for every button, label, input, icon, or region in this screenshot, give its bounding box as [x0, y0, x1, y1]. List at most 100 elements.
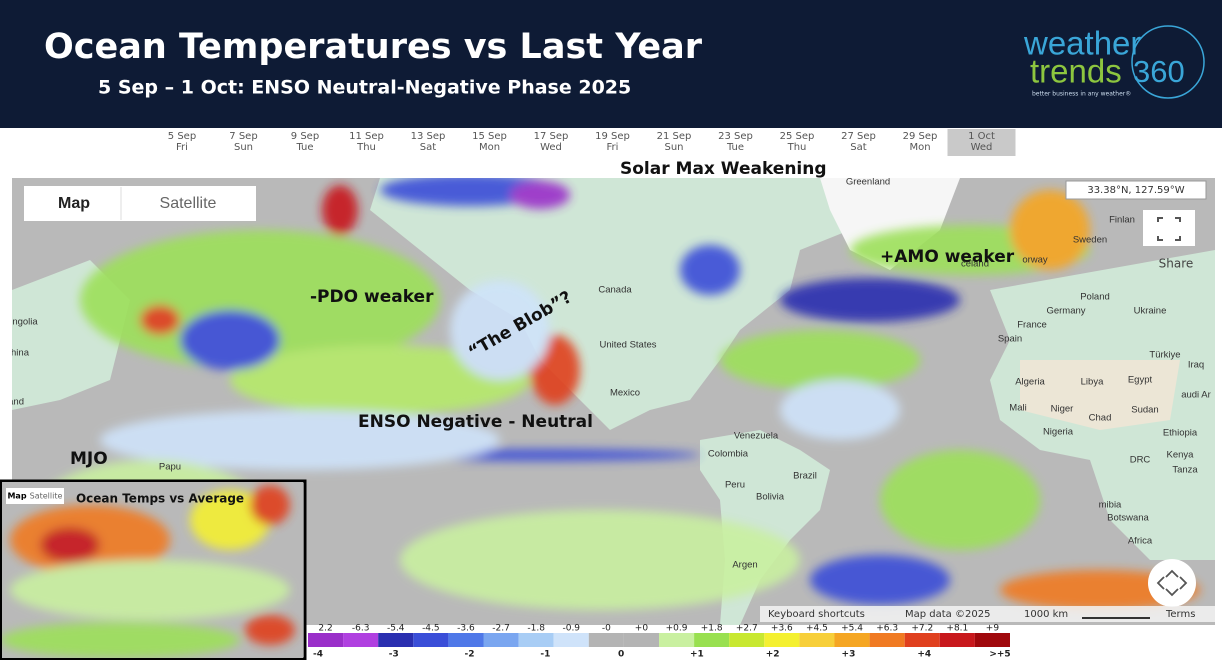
place-label: Niger — [1051, 404, 1074, 415]
map-type-control[interactable] — [24, 186, 256, 221]
day-label: Sat — [420, 142, 436, 153]
legend-top-label: -6.3 — [352, 624, 370, 634]
date-label[interactable]: 5 Sep — [168, 131, 196, 142]
date-label[interactable]: 7 Sep — [229, 131, 257, 142]
annotation: +AMO weaker — [880, 247, 1015, 267]
place-label: celand — [961, 259, 989, 270]
logo-tagline: better business in any weather® — [1032, 91, 1131, 98]
date-label[interactable]: 21 Sep — [657, 131, 692, 142]
legend-swatch — [974, 633, 1010, 647]
coordinates: 33.38°N, 127.59°W — [1087, 185, 1184, 196]
date-label[interactable]: 17 Sep — [534, 131, 569, 142]
place-label: orway — [1022, 255, 1048, 266]
legend-swatch — [308, 633, 344, 647]
place-label: Tanza — [1172, 465, 1198, 476]
place-label: Botswana — [1107, 513, 1149, 524]
legend-swatch — [764, 633, 800, 647]
satellite-tab[interactable]: Satellite — [160, 195, 217, 212]
place-labels: Greenland Finlan celand Sweden orway Canada Po… — [6, 178, 1211, 571]
logo-number: 360 — [1133, 54, 1185, 89]
footer-link[interactable]: Terms — [1165, 609, 1195, 620]
legend-bottom-label: -1 — [540, 650, 550, 660]
place-label: Poland — [1080, 292, 1110, 303]
logo-word: weather — [1023, 25, 1141, 62]
day-label: Thu — [356, 142, 376, 153]
timeline-bg — [0, 128, 1222, 162]
desert — [1020, 360, 1180, 430]
place-label: Spain — [998, 334, 1022, 345]
place-label: Brazil — [793, 471, 817, 482]
legend-top-label: +7.2 — [911, 624, 933, 634]
date-label[interactable]: 1 Oct — [968, 131, 995, 142]
inset-tab: Map — [7, 492, 26, 501]
footer-link[interactable]: Keyboard shortcuts — [768, 609, 865, 620]
date-label[interactable]: 13 Sep — [411, 131, 446, 142]
legend-bottom-label: +4 — [917, 650, 931, 660]
legend-swatch — [834, 633, 870, 647]
place-label: Colombia — [708, 449, 749, 460]
annotation: MJO — [70, 449, 108, 469]
place-label: Sweden — [1073, 235, 1107, 246]
place-label: Canada — [598, 285, 632, 296]
legend-bottom-label: -3 — [389, 650, 399, 660]
pan-icon — [1156, 569, 1188, 597]
footer-text: Map data ©2025 — [905, 609, 990, 620]
place-label: mibia — [1099, 500, 1122, 511]
date-label[interactable]: 23 Sep — [718, 131, 753, 142]
date-label[interactable]: 9 Sep — [291, 131, 319, 142]
date-label[interactable]: 29 Sep — [903, 131, 938, 142]
date-label[interactable]: 27 Sep — [841, 131, 876, 142]
legend-top-label: +3.6 — [771, 624, 793, 634]
place-label: Finlan — [1109, 215, 1135, 226]
date-label[interactable]: 19 Sep — [595, 131, 630, 142]
title: Ocean Temperatures vs Last Year — [44, 27, 703, 67]
legend-swatch — [904, 633, 940, 647]
day-label: Sun — [234, 142, 253, 153]
place-label: Kenya — [1167, 450, 1195, 461]
legend-top-label: +9 — [986, 624, 1000, 634]
day-label: Fri — [607, 142, 619, 153]
legend-bottom-label: -2 — [465, 650, 475, 660]
legend-swatch — [518, 633, 554, 647]
legend-top-label: -0 — [602, 624, 611, 634]
annotation: Solar Max Weakening — [620, 159, 827, 179]
legend-top-label: +8.1 — [946, 624, 968, 634]
day-label: Mon — [909, 142, 930, 153]
legend-top-label: +6.3 — [876, 624, 898, 634]
legend-top-label: +5.4 — [841, 624, 863, 634]
legend-swatch — [869, 633, 905, 647]
place-label: Mexico — [610, 388, 640, 399]
legend-bottom-label: +2 — [766, 650, 780, 660]
day-label: Mon — [479, 142, 500, 153]
place-label: Ethiopia — [1163, 428, 1198, 439]
logo: weather trends 360 better business in an… — [1023, 25, 1205, 99]
inset-title: Ocean Temps vs Average — [76, 492, 244, 506]
place-label: Chad — [1089, 413, 1112, 424]
share-button[interactable]: Share — [1159, 257, 1194, 271]
legend-top-label: +2.7 — [736, 624, 758, 634]
legend-swatch — [448, 633, 484, 647]
fullscreen-button[interactable] — [1143, 210, 1195, 246]
place-label: Africa — [1128, 536, 1153, 547]
place-label: audi Ar — [1181, 390, 1211, 401]
scale-label: 1000 km — [1024, 609, 1068, 620]
legend-swatch — [623, 633, 659, 647]
place-label: ngolia — [12, 317, 38, 328]
legend: 2.2 -6.3 -5.4 -4.5 -3.6 -2.7 -1.8 -0.9 -0 +0 +0.9 +… — [308, 624, 1011, 660]
date-label[interactable]: 25 Sep — [780, 131, 815, 142]
date-label[interactable]: 15 Sep — [472, 131, 507, 142]
legend-top-label: +0.9 — [666, 624, 688, 634]
date-label[interactable]: 11 Sep — [349, 131, 384, 142]
legend-top-label: -0.9 — [562, 624, 580, 634]
place-label: Bolivia — [756, 492, 785, 503]
place-label: land — [6, 397, 24, 408]
map-tab[interactable]: Map — [58, 195, 90, 212]
pan-control[interactable] — [1148, 559, 1196, 607]
legend-swatch — [553, 633, 589, 647]
legend-swatch — [483, 633, 519, 647]
place-label: Peru — [725, 480, 745, 491]
day-label: Sat — [850, 142, 866, 153]
inset-tab-bg — [6, 488, 64, 504]
place-label: Papu — [159, 462, 181, 473]
